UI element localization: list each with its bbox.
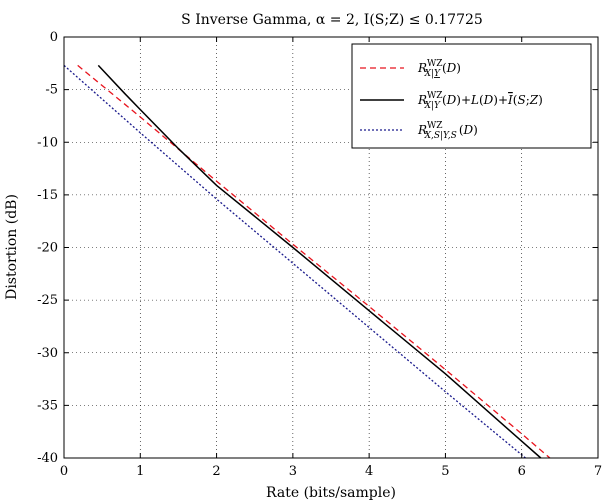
y-tick-label: -35 bbox=[37, 398, 58, 413]
y-tick-label: 0 bbox=[50, 30, 58, 45]
x-tick-label: 6 bbox=[518, 464, 526, 479]
y-ticks: 0 -5 -10 -15 -20 -25 -30 -35 -40 bbox=[37, 30, 598, 466]
legend-label-black: RWZ X|Y (D)+L(D)+I(S;Z) bbox=[417, 91, 543, 111]
y-tick-label: -20 bbox=[37, 241, 58, 256]
x-ticks: 0 1 2 3 4 5 6 7 bbox=[60, 37, 602, 479]
legend-label-red: RWZ X|Y (D) bbox=[417, 59, 461, 79]
legend-box bbox=[351, 43, 592, 149]
x-tick-label: 1 bbox=[136, 464, 144, 479]
y-tick-label: -15 bbox=[37, 188, 58, 203]
x-tick-label: 7 bbox=[594, 464, 602, 479]
x-tick-label: 2 bbox=[212, 464, 220, 479]
series-group bbox=[63, 64, 551, 459]
legend: RWZ X|Y (D) RWZ X|Y (D)+L(D)+I(S;Z) RWZ X,S|Y… bbox=[351, 43, 592, 149]
x-tick-label: 4 bbox=[365, 464, 373, 479]
y-axis-title: Distortion (dB) bbox=[4, 194, 20, 300]
series-line-black-solid bbox=[97, 64, 542, 459]
y-tick-label: -10 bbox=[37, 135, 58, 150]
y-tick-label: -5 bbox=[45, 83, 58, 98]
y-tick-label: -30 bbox=[37, 346, 58, 361]
x-tick-label: 3 bbox=[289, 464, 297, 479]
y-tick-label: -40 bbox=[37, 451, 58, 466]
chart-title: S Inverse Gamma, α = 2, I(S;Z) ≤ 0.17725 bbox=[181, 12, 483, 28]
x-tick-label: 5 bbox=[441, 464, 449, 479]
series-line-red-dashed bbox=[77, 64, 551, 459]
y-tick-label: -25 bbox=[37, 293, 58, 308]
series-line-blue-dotted bbox=[63, 64, 526, 459]
legend-label-blue: RWZ X,S|Y,S (D) bbox=[417, 121, 478, 141]
x-axis-title: Rate (bits/sample) bbox=[266, 485, 396, 501]
x-tick-label: 0 bbox=[60, 464, 68, 479]
